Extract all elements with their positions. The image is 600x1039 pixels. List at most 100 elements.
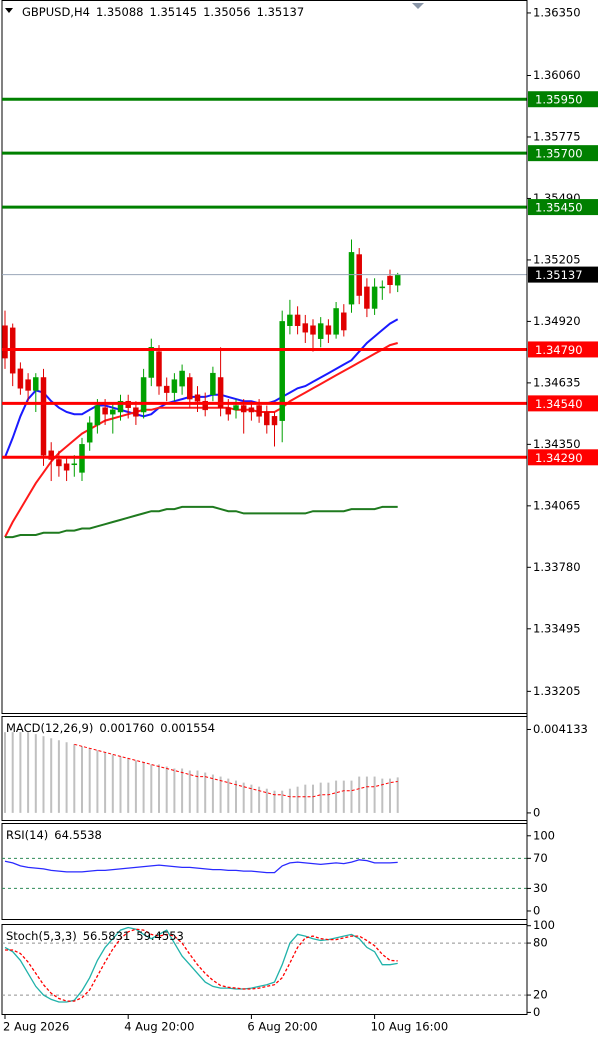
level-label: 1.35700 xyxy=(535,147,583,161)
candle-body xyxy=(133,407,139,417)
candle-body xyxy=(394,274,401,286)
candle-body xyxy=(333,308,339,335)
candle-body xyxy=(310,325,316,335)
series-line xyxy=(5,505,398,539)
candle-body xyxy=(71,463,78,466)
y-tick-label: 1.35775 xyxy=(533,129,581,143)
level-label-box xyxy=(528,395,598,412)
candle-body xyxy=(233,405,239,411)
level-label-box xyxy=(528,341,598,358)
panel-label: RSI(14) 64.5538 xyxy=(6,828,102,842)
candle-body xyxy=(264,411,270,426)
last-price-label: 1.35137 xyxy=(535,268,583,282)
panel-label-part: 56.5831 xyxy=(83,929,131,943)
panel-label-part: 0.001554 xyxy=(160,721,215,735)
candle-body xyxy=(163,385,170,393)
level-label-box xyxy=(528,91,598,108)
candle-body xyxy=(225,407,232,415)
level-label: 1.34790 xyxy=(535,343,583,357)
candle-body xyxy=(279,321,285,421)
y-tick-label: 100 xyxy=(533,828,555,842)
candle-body xyxy=(17,368,24,389)
candle-body xyxy=(156,351,162,387)
level-label: 1.34290 xyxy=(535,451,583,465)
candle-body xyxy=(294,314,301,326)
candle-body xyxy=(217,377,224,408)
y-tick-label: 20 xyxy=(533,988,548,1002)
candle-body xyxy=(187,377,193,400)
x-tick-label: 4 Aug 20:00 xyxy=(124,1020,194,1034)
level-label: 1.35450 xyxy=(535,201,583,215)
series-line xyxy=(74,743,398,798)
candle-body xyxy=(364,286,370,309)
candle-body xyxy=(379,286,386,289)
candle-body xyxy=(40,377,47,456)
candle-body xyxy=(325,325,332,335)
panel-label-part: MACD(12,26,9) xyxy=(6,721,93,735)
y-tick-label: 0 xyxy=(533,903,540,917)
candle-body xyxy=(63,463,70,471)
candle-body xyxy=(148,347,155,378)
y-tick-label: 0 xyxy=(533,1005,540,1019)
candle-body xyxy=(171,379,178,393)
panel-label: GBPUSD,H4 1.35088 1.35145 1.35056 1.35137 xyxy=(22,5,304,19)
y-tick-label: 80 xyxy=(533,936,548,950)
y-tick-label: 70 xyxy=(533,851,548,865)
y-tick-label: 1.33780 xyxy=(533,560,581,574)
x-tick-label: 10 Aug 16:00 xyxy=(371,1020,449,1034)
candle-body xyxy=(117,400,124,413)
panel-label-part: 64.5538 xyxy=(54,828,102,842)
candle-body xyxy=(86,422,93,443)
candle-body xyxy=(202,400,208,411)
candle-body xyxy=(140,377,147,413)
shift-marker[interactable] xyxy=(412,3,424,9)
candle-body xyxy=(110,409,116,415)
level-label-box xyxy=(528,145,598,162)
y-tick-label: 1.33205 xyxy=(533,684,581,698)
candle-body xyxy=(56,459,62,467)
last-price-box xyxy=(528,266,598,283)
candle-body xyxy=(341,312,347,331)
candle-body xyxy=(102,407,108,415)
candle-body xyxy=(2,325,8,359)
y-tick-label: 1.34065 xyxy=(533,498,581,512)
y-tick-label: 30 xyxy=(533,881,548,895)
panel-label-part: 59.4553 xyxy=(136,929,184,943)
panel-label-part: 1.35056 xyxy=(203,5,251,19)
panel-label-part: 1.35137 xyxy=(257,5,305,19)
menu-arrow[interactable] xyxy=(5,8,13,13)
candle-body xyxy=(94,405,101,426)
level-label: 1.35950 xyxy=(535,93,583,107)
y-tick-label: 0 xyxy=(533,805,540,819)
candle-body xyxy=(302,323,309,333)
series-line xyxy=(4,859,398,874)
panel-label-part: Stoch(5,3,3) xyxy=(6,929,77,943)
y-tick-label: 1.35205 xyxy=(533,252,581,266)
series-line xyxy=(4,342,398,538)
panel-label: Stoch(5,3,3) 56.5831 59.4553 xyxy=(6,929,184,943)
y-tick-label: 1.34350 xyxy=(533,437,581,451)
y-tick-label: 1.36060 xyxy=(533,68,581,82)
y-tick-label: 1.34920 xyxy=(533,314,581,328)
x-tick-label: 2 Aug 2026 xyxy=(3,1020,69,1034)
candle-body xyxy=(256,405,262,417)
panel-label-part: 0.001760 xyxy=(99,721,154,735)
series-line xyxy=(5,928,398,1002)
candle-body xyxy=(387,275,393,285)
level-label-box xyxy=(528,199,598,216)
x-tick-label: 6 Aug 20:00 xyxy=(247,1020,317,1034)
candle-body xyxy=(179,370,185,387)
candle-body xyxy=(287,314,293,326)
candle-body xyxy=(240,405,247,413)
panel-label-part: RSI(14) xyxy=(6,828,48,842)
level-label-box xyxy=(528,449,598,466)
candle-body xyxy=(48,450,54,460)
panel-label-part: GBPUSD,H4 xyxy=(22,5,90,19)
series-line xyxy=(4,318,399,458)
panel-label-part: 1.35145 xyxy=(150,5,198,19)
candle-body xyxy=(210,372,216,395)
y-tick-label: 100 xyxy=(533,918,555,932)
